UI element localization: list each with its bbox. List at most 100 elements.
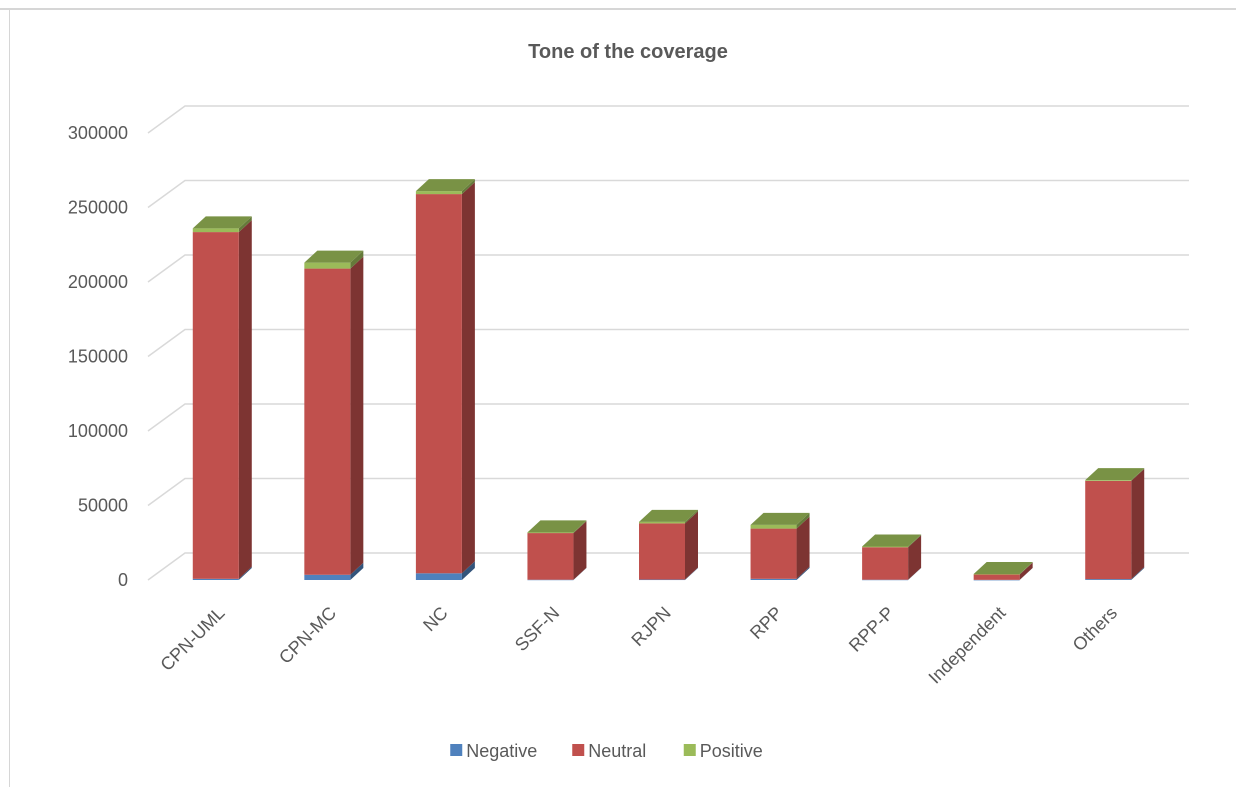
- x-category-label: Independent: [925, 603, 1010, 688]
- bar-negative: [527, 579, 574, 581]
- bar-side-positive: [350, 250, 364, 269]
- legend-swatch: [450, 744, 463, 756]
- bar-side-negative: [796, 566, 810, 580]
- x-category-label: CPN-UML: [156, 603, 228, 675]
- bar-side-positive: [461, 179, 475, 195]
- bar-neutral: [862, 547, 909, 580]
- bar-negative: [415, 573, 462, 580]
- frame-top-border: [0, 8, 1236, 10]
- bar-side-positive: [573, 520, 587, 534]
- bar-positive: [1085, 480, 1132, 481]
- gridline: [147, 254, 1189, 283]
- bar-negative: [192, 578, 239, 580]
- bar-positive: [527, 532, 574, 534]
- x-category-label: NC: [419, 603, 452, 636]
- bars: [192, 179, 1145, 581]
- x-category-label: RPP-P: [845, 603, 898, 656]
- bar-positive: [415, 191, 462, 195]
- x-category-label: RPP: [746, 603, 786, 643]
- bar-top-positive: [192, 216, 252, 229]
- bar-top-positive: [862, 534, 922, 547]
- bar-positive: [862, 546, 909, 548]
- gridlines: [147, 105, 1189, 581]
- x-category-label: RJPN: [627, 603, 674, 650]
- bar-side-neutral: [1019, 562, 1033, 580]
- bar-side-positive: [238, 216, 252, 233]
- y-tick-label: 300000: [68, 123, 128, 143]
- chart-title: Tone of the coverage: [528, 41, 728, 63]
- bar-top-positive: [304, 250, 364, 263]
- bar-negative: [862, 579, 909, 581]
- bar-neutral: [415, 194, 462, 574]
- bar-positive: [750, 524, 797, 529]
- bar-side-neutral: [908, 535, 922, 580]
- legend-label: Negative: [466, 741, 537, 761]
- bar-neutral: [1085, 480, 1132, 580]
- bar-neutral: [750, 528, 797, 579]
- legend-label: Positive: [700, 741, 763, 761]
- y-tick-label: 100000: [68, 421, 128, 441]
- bar-positive: [192, 228, 239, 233]
- bar-side-positive: [1131, 468, 1145, 481]
- gridline: [147, 403, 1189, 432]
- bar-top-positive: [1085, 468, 1145, 481]
- legend-swatch: [572, 744, 585, 756]
- bar-negative: [750, 578, 797, 580]
- legend-label: Neutral: [588, 741, 646, 761]
- bar-negative: [304, 574, 351, 580]
- bar-positive: [973, 574, 1020, 575]
- bar-top-positive: [527, 520, 587, 533]
- bar-neutral: [973, 574, 1020, 580]
- x-category-label: SSF-N: [511, 603, 563, 655]
- y-axis: 0 50000 100000 150000 200000 250000 300000: [68, 123, 128, 590]
- gridline: [147, 328, 1189, 358]
- bar-side-neutral: [350, 256, 364, 575]
- bar-neutral: [192, 232, 239, 579]
- bar-side-negative: [573, 567, 587, 580]
- bar-top-positive: [973, 562, 1033, 575]
- y-tick-label: 250000: [68, 198, 128, 218]
- bar-side-negative: [908, 567, 922, 580]
- y-tick-label: 150000: [68, 347, 128, 367]
- bar-side-neutral: [1131, 468, 1145, 580]
- bar-neutral: [639, 523, 685, 580]
- bar-side-negative: [238, 566, 252, 580]
- bar-positive: [639, 521, 685, 524]
- gridline: [147, 179, 1189, 209]
- bar-side-positive: [908, 534, 922, 548]
- bar-side-positive: [796, 512, 810, 529]
- frame-left-border: [9, 8, 10, 787]
- gridline: [147, 477, 1189, 507]
- bar-side-negative: [350, 562, 364, 580]
- x-category-label: Others: [1069, 603, 1121, 655]
- legend-swatch: [683, 744, 696, 756]
- bar-side-neutral: [238, 220, 252, 579]
- x-axis: CPN-UML CPN-MC NC SSF-N RJPN RPP RPP-P Independ…: [156, 603, 1121, 688]
- bar-side-neutral: [796, 516, 810, 579]
- bar-neutral: [304, 268, 351, 575]
- bar-top-positive: [639, 509, 698, 522]
- bar-top-positive: [415, 179, 475, 192]
- y-tick-label: 50000: [78, 496, 128, 516]
- bar-negative: [639, 579, 685, 581]
- bar-negative: [1085, 579, 1132, 580]
- y-tick-label: 200000: [68, 272, 128, 292]
- bar-side-neutral: [685, 511, 698, 580]
- gridline: [147, 552, 1189, 581]
- bar-side-negative: [1131, 567, 1145, 580]
- x-category-label: CPN-MC: [275, 603, 340, 668]
- bar-negative: [973, 579, 1020, 581]
- y-tick-label: 0: [118, 570, 128, 590]
- bar-side-neutral: [573, 521, 587, 580]
- bar-side-negative: [1019, 567, 1033, 580]
- bar-side-neutral: [461, 182, 475, 574]
- bar-neutral: [527, 533, 574, 580]
- gridline: [147, 105, 1189, 134]
- bar-side-negative: [685, 567, 698, 580]
- bar-positive: [304, 262, 351, 269]
- bar-side-positive: [685, 509, 698, 524]
- bar-side-negative: [461, 561, 475, 580]
- bar-side-positive: [1019, 562, 1033, 575]
- legend: Negative Neutral Positive: [450, 741, 763, 761]
